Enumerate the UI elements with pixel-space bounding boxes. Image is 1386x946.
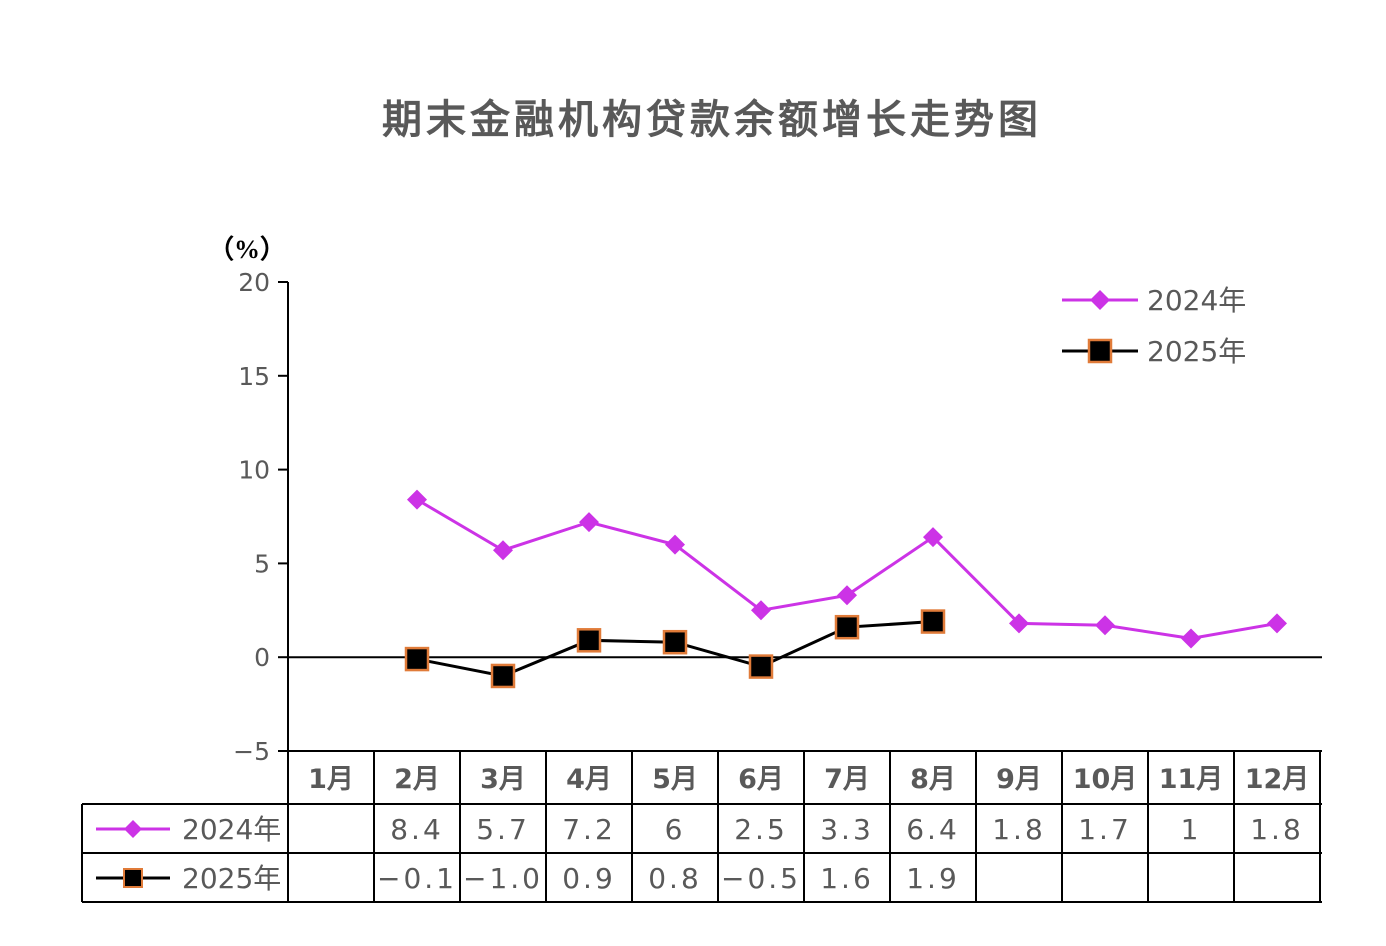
y-tick-label: 0 bbox=[254, 643, 270, 672]
data-point bbox=[665, 534, 685, 555]
data-label: 5.7 bbox=[476, 813, 530, 846]
axes: 20 15 10 5 0 −5 bbox=[233, 268, 1322, 766]
chart-title: 期末金融机构贷款余额增长走势图 bbox=[382, 97, 1042, 143]
table-series-name: 2024年 bbox=[182, 813, 281, 846]
data-point bbox=[1181, 628, 1201, 649]
x-category-label: 8月 bbox=[910, 764, 956, 795]
data-label: 0.8 bbox=[648, 862, 702, 895]
table-key-marker bbox=[123, 868, 143, 888]
data-point bbox=[834, 614, 860, 640]
legend-label: 2024年 bbox=[1147, 284, 1246, 317]
y-unit-label: （%） bbox=[208, 235, 286, 264]
data-point bbox=[837, 585, 857, 606]
data-point bbox=[920, 609, 946, 634]
x-category-label: 7月 bbox=[824, 764, 870, 795]
y-tick-label: −5 bbox=[233, 737, 270, 766]
data-label: 1.8 bbox=[992, 813, 1046, 846]
data-label: 1.9 bbox=[906, 862, 960, 895]
data-label: 2.5 bbox=[734, 813, 788, 846]
data-point bbox=[751, 600, 771, 621]
x-category-label: 5月 bbox=[652, 764, 698, 795]
legend-label: 2025年 bbox=[1147, 335, 1246, 368]
table-key-marker bbox=[124, 820, 142, 838]
data-label: 7.2 bbox=[562, 813, 616, 846]
data-label: 1.8 bbox=[1250, 813, 1304, 846]
x-category-label: 12月 bbox=[1245, 764, 1310, 795]
data-label: 1.6 bbox=[820, 862, 874, 895]
x-category-label: 3月 bbox=[480, 764, 526, 795]
y-tick-label: 15 bbox=[238, 362, 270, 391]
data-label: 3.3 bbox=[820, 813, 874, 846]
data-point bbox=[407, 489, 427, 510]
data-label: 8.4 bbox=[390, 813, 444, 846]
data-label: −0.1 bbox=[377, 862, 457, 895]
data-point bbox=[923, 527, 943, 548]
data-point bbox=[579, 512, 599, 533]
x-category-label: 10月 bbox=[1073, 764, 1138, 795]
data-label: 1 bbox=[1181, 813, 1202, 846]
x-category-label: 1月 bbox=[308, 764, 354, 795]
data-point bbox=[493, 540, 513, 561]
data-point bbox=[1095, 615, 1115, 636]
data-point bbox=[748, 654, 774, 679]
data-point bbox=[404, 646, 430, 672]
table-series-name: 2025年 bbox=[182, 862, 281, 895]
x-category-label: 9月 bbox=[996, 764, 1042, 795]
series-layer bbox=[404, 489, 1287, 689]
data-label: 6.4 bbox=[906, 813, 960, 846]
legend-marker bbox=[1090, 290, 1110, 310]
data-point bbox=[1009, 613, 1029, 634]
data-label: 1.7 bbox=[1078, 813, 1132, 846]
y-tick-label: 20 bbox=[238, 268, 270, 297]
data-table: 1月 2月 3月 4月 5月 6月 7月 8月 9月 10月 11月 12月 2024年 8.4 5.7 7.… bbox=[81, 750, 1322, 903]
y-tick-label: 5 bbox=[254, 549, 270, 578]
data-point bbox=[662, 629, 688, 655]
data-label: 0.9 bbox=[562, 862, 616, 895]
x-category-label: 4月 bbox=[566, 764, 612, 795]
data-point bbox=[490, 663, 516, 689]
data-label: −1.0 bbox=[463, 862, 543, 895]
data-point bbox=[576, 628, 602, 653]
legend: 2024年 2025年 bbox=[1062, 284, 1246, 368]
x-category-label: 11月 bbox=[1159, 764, 1224, 795]
data-label: −0.5 bbox=[721, 862, 801, 895]
y-tick-label: 10 bbox=[238, 456, 270, 485]
legend-marker bbox=[1087, 338, 1113, 364]
x-category-label: 2月 bbox=[394, 764, 440, 795]
data-label: 6 bbox=[665, 813, 686, 846]
x-category-label: 6月 bbox=[738, 764, 784, 795]
data-point bbox=[1267, 613, 1287, 634]
